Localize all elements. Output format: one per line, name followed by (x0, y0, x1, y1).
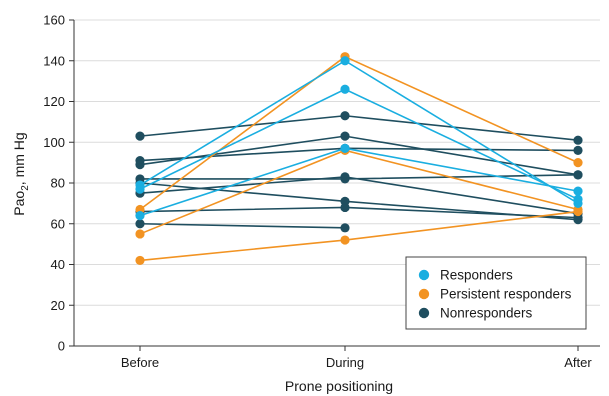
data-point (340, 172, 350, 182)
patient-series-nonresponders (135, 111, 583, 145)
data-point (573, 194, 583, 204)
y-tick-label: 160 (43, 13, 65, 28)
y-tick-label: 100 (43, 135, 65, 150)
y-tick-label: 80 (51, 176, 65, 191)
y-tick-label: 20 (51, 298, 65, 313)
data-point (135, 219, 145, 229)
y-axis-title-subscript: 2 (20, 185, 31, 191)
x-tick-labels: Before During After (121, 346, 592, 370)
y-axis-title-main: Pao (11, 191, 27, 216)
series-line (139, 222, 346, 229)
data-point (340, 56, 350, 66)
data-point (573, 186, 583, 196)
patient-series-nonresponders (135, 219, 350, 233)
data-point (340, 111, 350, 121)
x-tick-label-after: After (564, 355, 592, 370)
y-tick-label: 60 (51, 216, 65, 231)
y-tick-label: 140 (43, 53, 65, 68)
legend: Responders Persistent responders Nonrespon… (405, 256, 587, 330)
data-point (135, 229, 145, 239)
patient-series-responders (135, 143, 583, 221)
data-point (573, 145, 583, 155)
patient-series-nonresponders (135, 178, 583, 225)
y-tick-label: 120 (43, 94, 65, 109)
series-line (139, 114, 579, 142)
data-point (340, 84, 350, 94)
y-tick-labels: 0 20 40 60 80 100 120 140 160 (43, 13, 65, 354)
axes (73, 20, 600, 347)
legend-marker-persistent-responders (418, 288, 430, 300)
data-point (135, 131, 145, 141)
data-point (340, 235, 350, 245)
legend-label-nonresponders: Nonresponders (440, 306, 533, 321)
data-point (573, 135, 583, 145)
legend-label-responders: Responders (440, 268, 513, 283)
data-point (340, 202, 350, 213)
legend-marker-responders (418, 269, 430, 281)
y-tick-label: 0 (58, 339, 65, 354)
data-point (340, 223, 350, 233)
legend-box (405, 256, 587, 330)
y-tick-label: 40 (51, 257, 65, 272)
data-point (135, 211, 145, 221)
data-point (135, 184, 145, 194)
legend-label-persistent-responders: Persistent responders (440, 287, 572, 302)
patient-series-persistent-responders (135, 206, 583, 266)
legend-items: Responders Persistent responders Nonrespon… (418, 268, 572, 321)
data-point (135, 255, 145, 266)
data-point (340, 131, 350, 141)
patient-series-nonresponders (135, 170, 583, 184)
y-axis-title: Pao2, mm Hg (11, 132, 31, 215)
patient-series-nonresponders (135, 131, 583, 180)
data-series (135, 52, 583, 266)
patient-series-responders (135, 56, 583, 208)
data-point (573, 206, 583, 217)
legend-marker-nonresponders (418, 307, 430, 319)
y-axis-title-unit: , mm Hg (11, 132, 27, 185)
data-point (573, 158, 583, 168)
series-line (139, 206, 579, 219)
patient-series-responders (135, 84, 583, 204)
x-axis-title: Prone positioning (285, 378, 393, 394)
data-point (135, 160, 145, 170)
x-tick-label-before: Before (121, 355, 159, 370)
data-point (573, 170, 583, 180)
series-line (139, 210, 579, 262)
data-point (340, 143, 350, 153)
x-tick-label-during: During (326, 355, 364, 370)
series-line (139, 55, 579, 211)
series-line (139, 147, 579, 217)
